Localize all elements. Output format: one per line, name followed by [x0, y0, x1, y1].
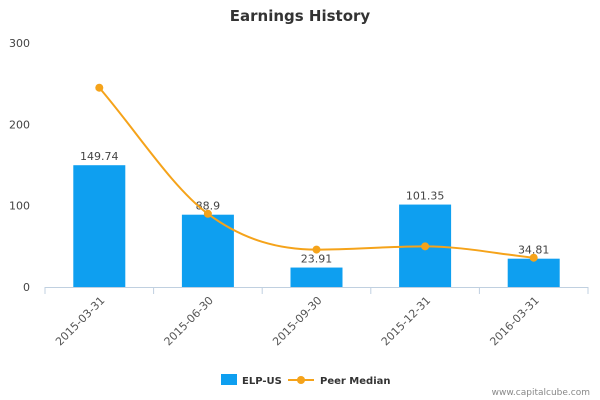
- x-tick-label: 2016-03-31: [487, 294, 541, 348]
- peer-median-point: [203, 209, 212, 218]
- bar-data-label: 23.91: [301, 253, 333, 266]
- line-series: [95, 83, 538, 262]
- x-tick-label: 2015-09-30: [270, 294, 324, 348]
- y-tick-label: 100: [9, 200, 30, 213]
- x-axis: 2015-03-31 2015-06-30 2015-09-30 2015-12-31…: [44, 287, 589, 348]
- legend-swatch-elp-us: [221, 374, 237, 385]
- peer-median-point: [312, 245, 321, 254]
- peer-median-point: [421, 242, 430, 251]
- x-tick-label: 2015-06-30: [162, 294, 216, 348]
- peer-median-line: [98, 87, 534, 259]
- y-tick-label: 200: [9, 118, 30, 131]
- x-tick-label: 2015-03-31: [53, 294, 107, 348]
- legend-swatch-peer-median-marker: [297, 376, 305, 384]
- y-tick-label: 0: [23, 281, 30, 294]
- credit-text: www.capitalcube.com: [492, 388, 590, 398]
- bar: [181, 214, 234, 287]
- bar: [290, 267, 343, 287]
- x-tick-label: 2015-12-31: [379, 294, 433, 348]
- legend-label-elp-us: ELP-US: [242, 376, 282, 387]
- bar-data-label: 34.81: [518, 244, 550, 257]
- legend-label-peer-median: Peer Median: [320, 376, 391, 387]
- bar-series: [73, 165, 560, 287]
- y-tick-label: 300: [9, 37, 30, 50]
- bar: [73, 165, 126, 287]
- bar-data-label: 101.35: [406, 190, 445, 203]
- bar-data-label: 149.74: [80, 150, 119, 163]
- y-axis: 0 100 200 300: [9, 37, 30, 294]
- legend: ELP-US Peer Median: [221, 374, 391, 387]
- peer-median-point: [95, 83, 104, 92]
- peer-median-point: [529, 253, 538, 262]
- bar: [507, 258, 560, 287]
- chart-title: Earnings History: [230, 7, 371, 25]
